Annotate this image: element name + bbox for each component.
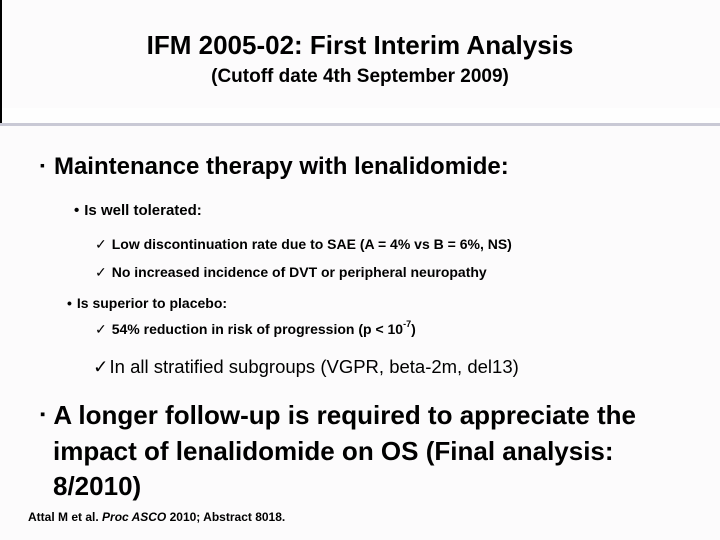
bullet-maintenance-text: Maintenance therapy with lenalidomide: (53, 153, 509, 180)
left-edge-line (0, 0, 2, 125)
dot-bullet-icon: • (74, 202, 80, 219)
bullet-followup-line2: impact of lenalidomide on OS (Final anal… (53, 436, 614, 466)
check-mark-icon: ✓ (93, 356, 109, 377)
header-highlight-strip (0, 108, 720, 123)
citation-authors: Attal M et al. (28, 510, 103, 524)
citation-footer: Attal M et al. Proc ASCO 2010; Abstract … (28, 510, 285, 524)
header-divider-line (0, 123, 720, 126)
slide-title: IFM 2005-02: First Interim Analysis (146, 30, 574, 60)
checkitem-dvt: ✓ No increased incidence of DVT or periph… (95, 264, 487, 281)
bullet-followup-line1: ▪ A longer follow-up is required to appre… (40, 400, 636, 431)
bullet-followup-line1-text: A longer follow-up is required to apprec… (53, 400, 636, 430)
checkitem-sae: ✓ Low discontinuation rate due to SAE (A … (95, 236, 512, 253)
subbullet-tolerated: • Is well tolerated: (74, 202, 202, 219)
slide-subtitle: (Cutoff date 4th September 2009) (211, 66, 509, 87)
bullet-followup-line3: 8/2010) (53, 471, 142, 501)
checkitem-progression-text: 54% reduction in risk of progression (p … (111, 321, 404, 337)
check-mark-icon: ✓ (95, 264, 107, 280)
subbullet-superior: • Is superior to placebo: (67, 295, 227, 311)
checkitem-subgroups-text: In all stratified subgroups (VGPR, beta-… (109, 356, 519, 377)
progression-exponent: -7 (403, 319, 412, 330)
checkitem-progression-close: ) (411, 321, 416, 337)
check-mark-icon: ✓ (95, 321, 107, 337)
checkitem-subgroups: ✓In all stratified subgroups (VGPR, beta… (93, 356, 519, 378)
square-bullet-icon: ▪ (40, 406, 46, 423)
dot-bullet-icon: • (67, 295, 72, 311)
checkitem-sae-text: Low discontinuation rate due to SAE (A =… (111, 236, 512, 252)
checkitem-progression: ✓ 54% reduction in risk of progression (p… (95, 319, 416, 338)
square-bullet-icon: ▪ (40, 157, 45, 173)
citation-reference: 2010; Abstract 8018. (166, 510, 286, 524)
checkitem-dvt-text: No increased incidence of DVT or periphe… (111, 264, 487, 280)
bullet-maintenance: ▪ Maintenance therapy with lenalidomide: (40, 153, 509, 181)
subbullet-tolerated-text: Is well tolerated: (84, 202, 202, 219)
subbullet-superior-text: Is superior to placebo: (76, 295, 228, 311)
check-mark-icon: ✓ (95, 236, 107, 252)
citation-journal: Proc ASCO (102, 510, 167, 524)
